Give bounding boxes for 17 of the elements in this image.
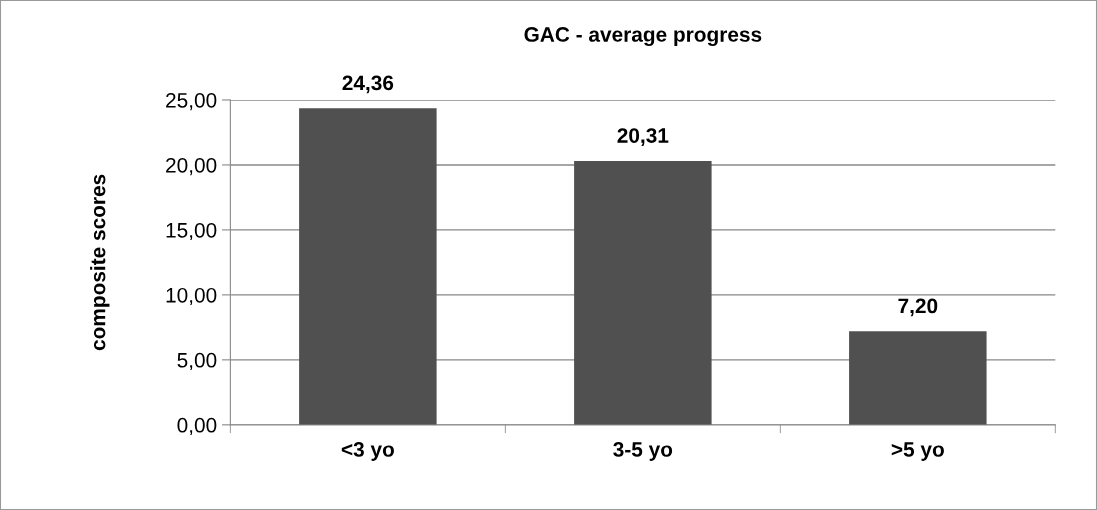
- x-tick-label: 3-5 yo: [613, 442, 673, 461]
- x-tick-label: <3 yo: [341, 442, 394, 461]
- y-tick-label: 0,00: [177, 417, 217, 436]
- y-tick-label: 25,00: [166, 92, 217, 111]
- y-tick-label: 15,00: [166, 222, 217, 241]
- bar: [574, 160, 712, 425]
- y-tick-label: 10,00: [166, 287, 217, 306]
- chart-title: GAC - average progress: [524, 27, 762, 47]
- y-tick-label: 20,00: [166, 157, 217, 176]
- data-label: 20,31: [617, 128, 669, 146]
- data-label: 24,36: [342, 75, 394, 94]
- bar: [299, 108, 437, 425]
- data-label: 7,20: [898, 298, 938, 317]
- y-tick-label: 5,00: [177, 352, 217, 371]
- bar: [849, 331, 987, 425]
- x-tick-label: >5 yo: [891, 442, 944, 461]
- y-axis-title: composite scores: [90, 174, 110, 351]
